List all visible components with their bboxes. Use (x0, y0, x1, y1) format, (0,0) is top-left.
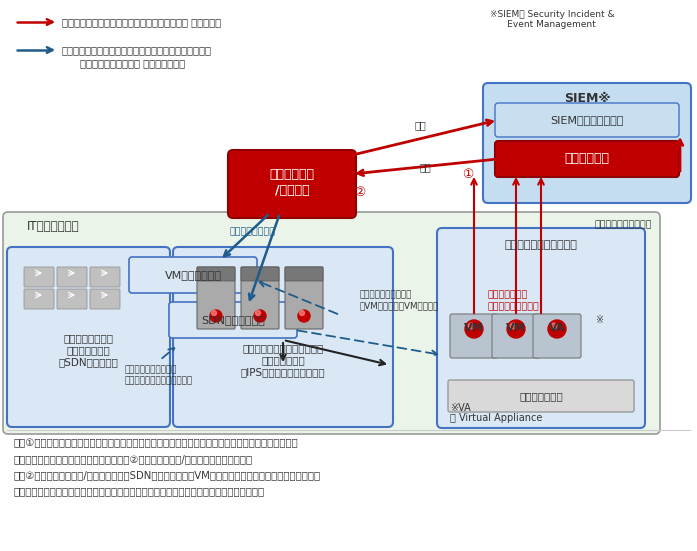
Text: ネットワークアプライアンス: ネットワークアプライアンス (243, 343, 323, 353)
Text: ポリシーに基づく制御: ポリシーに基づく制御 (360, 290, 413, 300)
FancyBboxPatch shape (57, 289, 87, 309)
Circle shape (256, 311, 261, 316)
FancyBboxPatch shape (24, 267, 54, 287)
Text: 手動: 手動 (414, 120, 426, 130)
FancyBboxPatch shape (241, 267, 279, 329)
Text: VM: VM (464, 323, 484, 333)
FancyBboxPatch shape (492, 314, 540, 358)
Text: VM: VM (506, 323, 526, 333)
Text: ※SIEM＝ Security Incident &: ※SIEM＝ Security Incident & (490, 10, 615, 19)
Text: /制御機能: /制御機能 (275, 185, 309, 197)
Text: ①: ① (462, 169, 474, 181)
FancyBboxPatch shape (129, 257, 257, 293)
Text: ※: ※ (595, 315, 603, 325)
Text: グレーイベント検知: グレーイベント検知 (488, 302, 539, 311)
FancyBboxPatch shape (285, 267, 323, 329)
FancyBboxPatch shape (437, 228, 645, 428)
Text: SIEM※: SIEM※ (564, 91, 611, 105)
Text: ※VA: ※VA (450, 403, 470, 413)
Text: ITサービス基盤: ITサービス基盤 (27, 220, 79, 234)
Circle shape (465, 320, 483, 338)
FancyBboxPatch shape (495, 141, 679, 177)
FancyBboxPatch shape (24, 289, 54, 309)
FancyBboxPatch shape (197, 267, 235, 329)
Text: 図中①「相関分析機能」にてトレンドマイクロのセキュリティ製品で検知したグレーイベントを集約・
相関分析し、その結果（リスク値）を図中②「ポリシー管理/制御機能」: 図中①「相関分析機能」にてトレンドマイクロのセキュリティ製品で検知したグレーイベ… (14, 438, 321, 496)
Circle shape (468, 323, 474, 329)
Text: 仮想ネットワーク・仮想コンピューティング技術による: 仮想ネットワーク・仮想コンピューティング技術による (62, 45, 212, 55)
Text: （IPS・ロードバランサ等）: （IPS・ロードバランサ等） (240, 367, 325, 377)
FancyBboxPatch shape (448, 380, 634, 412)
Text: ポリシーに基づく制御: ポリシーに基づく制御 (125, 365, 178, 375)
FancyBboxPatch shape (495, 103, 679, 137)
Text: VA: VA (549, 323, 565, 333)
Text: ネットワーキング: ネットワーキング (63, 333, 113, 343)
Text: サービスリソースプール: サービスリソースプール (505, 240, 577, 250)
Text: セキュリティ機能（検知）によるイベント通知 （トリガ）: セキュリティ機能（検知）によるイベント通知 （トリガ） (62, 17, 221, 27)
Circle shape (254, 310, 266, 322)
Circle shape (548, 320, 566, 338)
FancyBboxPatch shape (90, 289, 120, 309)
Text: SDNコントローラ: SDNコントローラ (201, 315, 265, 325)
FancyBboxPatch shape (7, 247, 170, 427)
Text: 当社製品による: 当社製品による (488, 290, 528, 300)
FancyBboxPatch shape (90, 267, 120, 287)
Text: リソースプール: リソースプール (66, 345, 110, 355)
Text: 相関分析機能: 相関分析機能 (565, 153, 609, 165)
Circle shape (510, 323, 516, 329)
Text: リソースプール: リソースプール (261, 355, 305, 365)
Text: Event Management: Event Management (490, 20, 596, 29)
Text: （VMの隔離・新VM作成等）: （VMの隔離・新VM作成等） (360, 301, 440, 311)
FancyBboxPatch shape (228, 150, 356, 218)
Circle shape (211, 311, 217, 316)
Text: ポリシー適用指示: ポリシー適用指示 (230, 228, 276, 236)
Text: ハイパーバイザ: ハイパーバイザ (519, 391, 563, 401)
Text: （経路変更・遮断・隔離等）: （経路変更・遮断・隔離等） (125, 376, 193, 386)
Circle shape (210, 310, 222, 322)
FancyBboxPatch shape (57, 267, 87, 287)
FancyBboxPatch shape (533, 314, 581, 358)
Text: ＝ Virtual Appliance: ＝ Virtual Appliance (450, 413, 542, 423)
FancyBboxPatch shape (197, 267, 235, 281)
FancyBboxPatch shape (285, 267, 323, 281)
Text: ②: ② (354, 186, 366, 198)
FancyBboxPatch shape (483, 83, 691, 203)
Text: ポリシーの適用・実行 （アクション）: ポリシーの適用・実行 （アクション） (80, 58, 185, 68)
Circle shape (507, 320, 525, 338)
Circle shape (298, 310, 310, 322)
Text: VMコントローラ: VMコントローラ (164, 270, 222, 280)
FancyBboxPatch shape (169, 302, 297, 338)
Text: グレーイベントを集約: グレーイベントを集約 (595, 220, 652, 230)
FancyBboxPatch shape (173, 247, 393, 427)
FancyBboxPatch shape (450, 314, 498, 358)
FancyBboxPatch shape (241, 267, 279, 281)
Text: SIEMダッシュボード: SIEMダッシュボード (551, 115, 624, 125)
Text: （SDN対応機器）: （SDN対応機器） (58, 357, 118, 367)
Circle shape (300, 311, 305, 316)
Text: 自動: 自動 (419, 162, 431, 172)
Text: ポリシー管理: ポリシー管理 (270, 169, 314, 181)
Circle shape (551, 323, 557, 329)
FancyBboxPatch shape (3, 212, 660, 434)
